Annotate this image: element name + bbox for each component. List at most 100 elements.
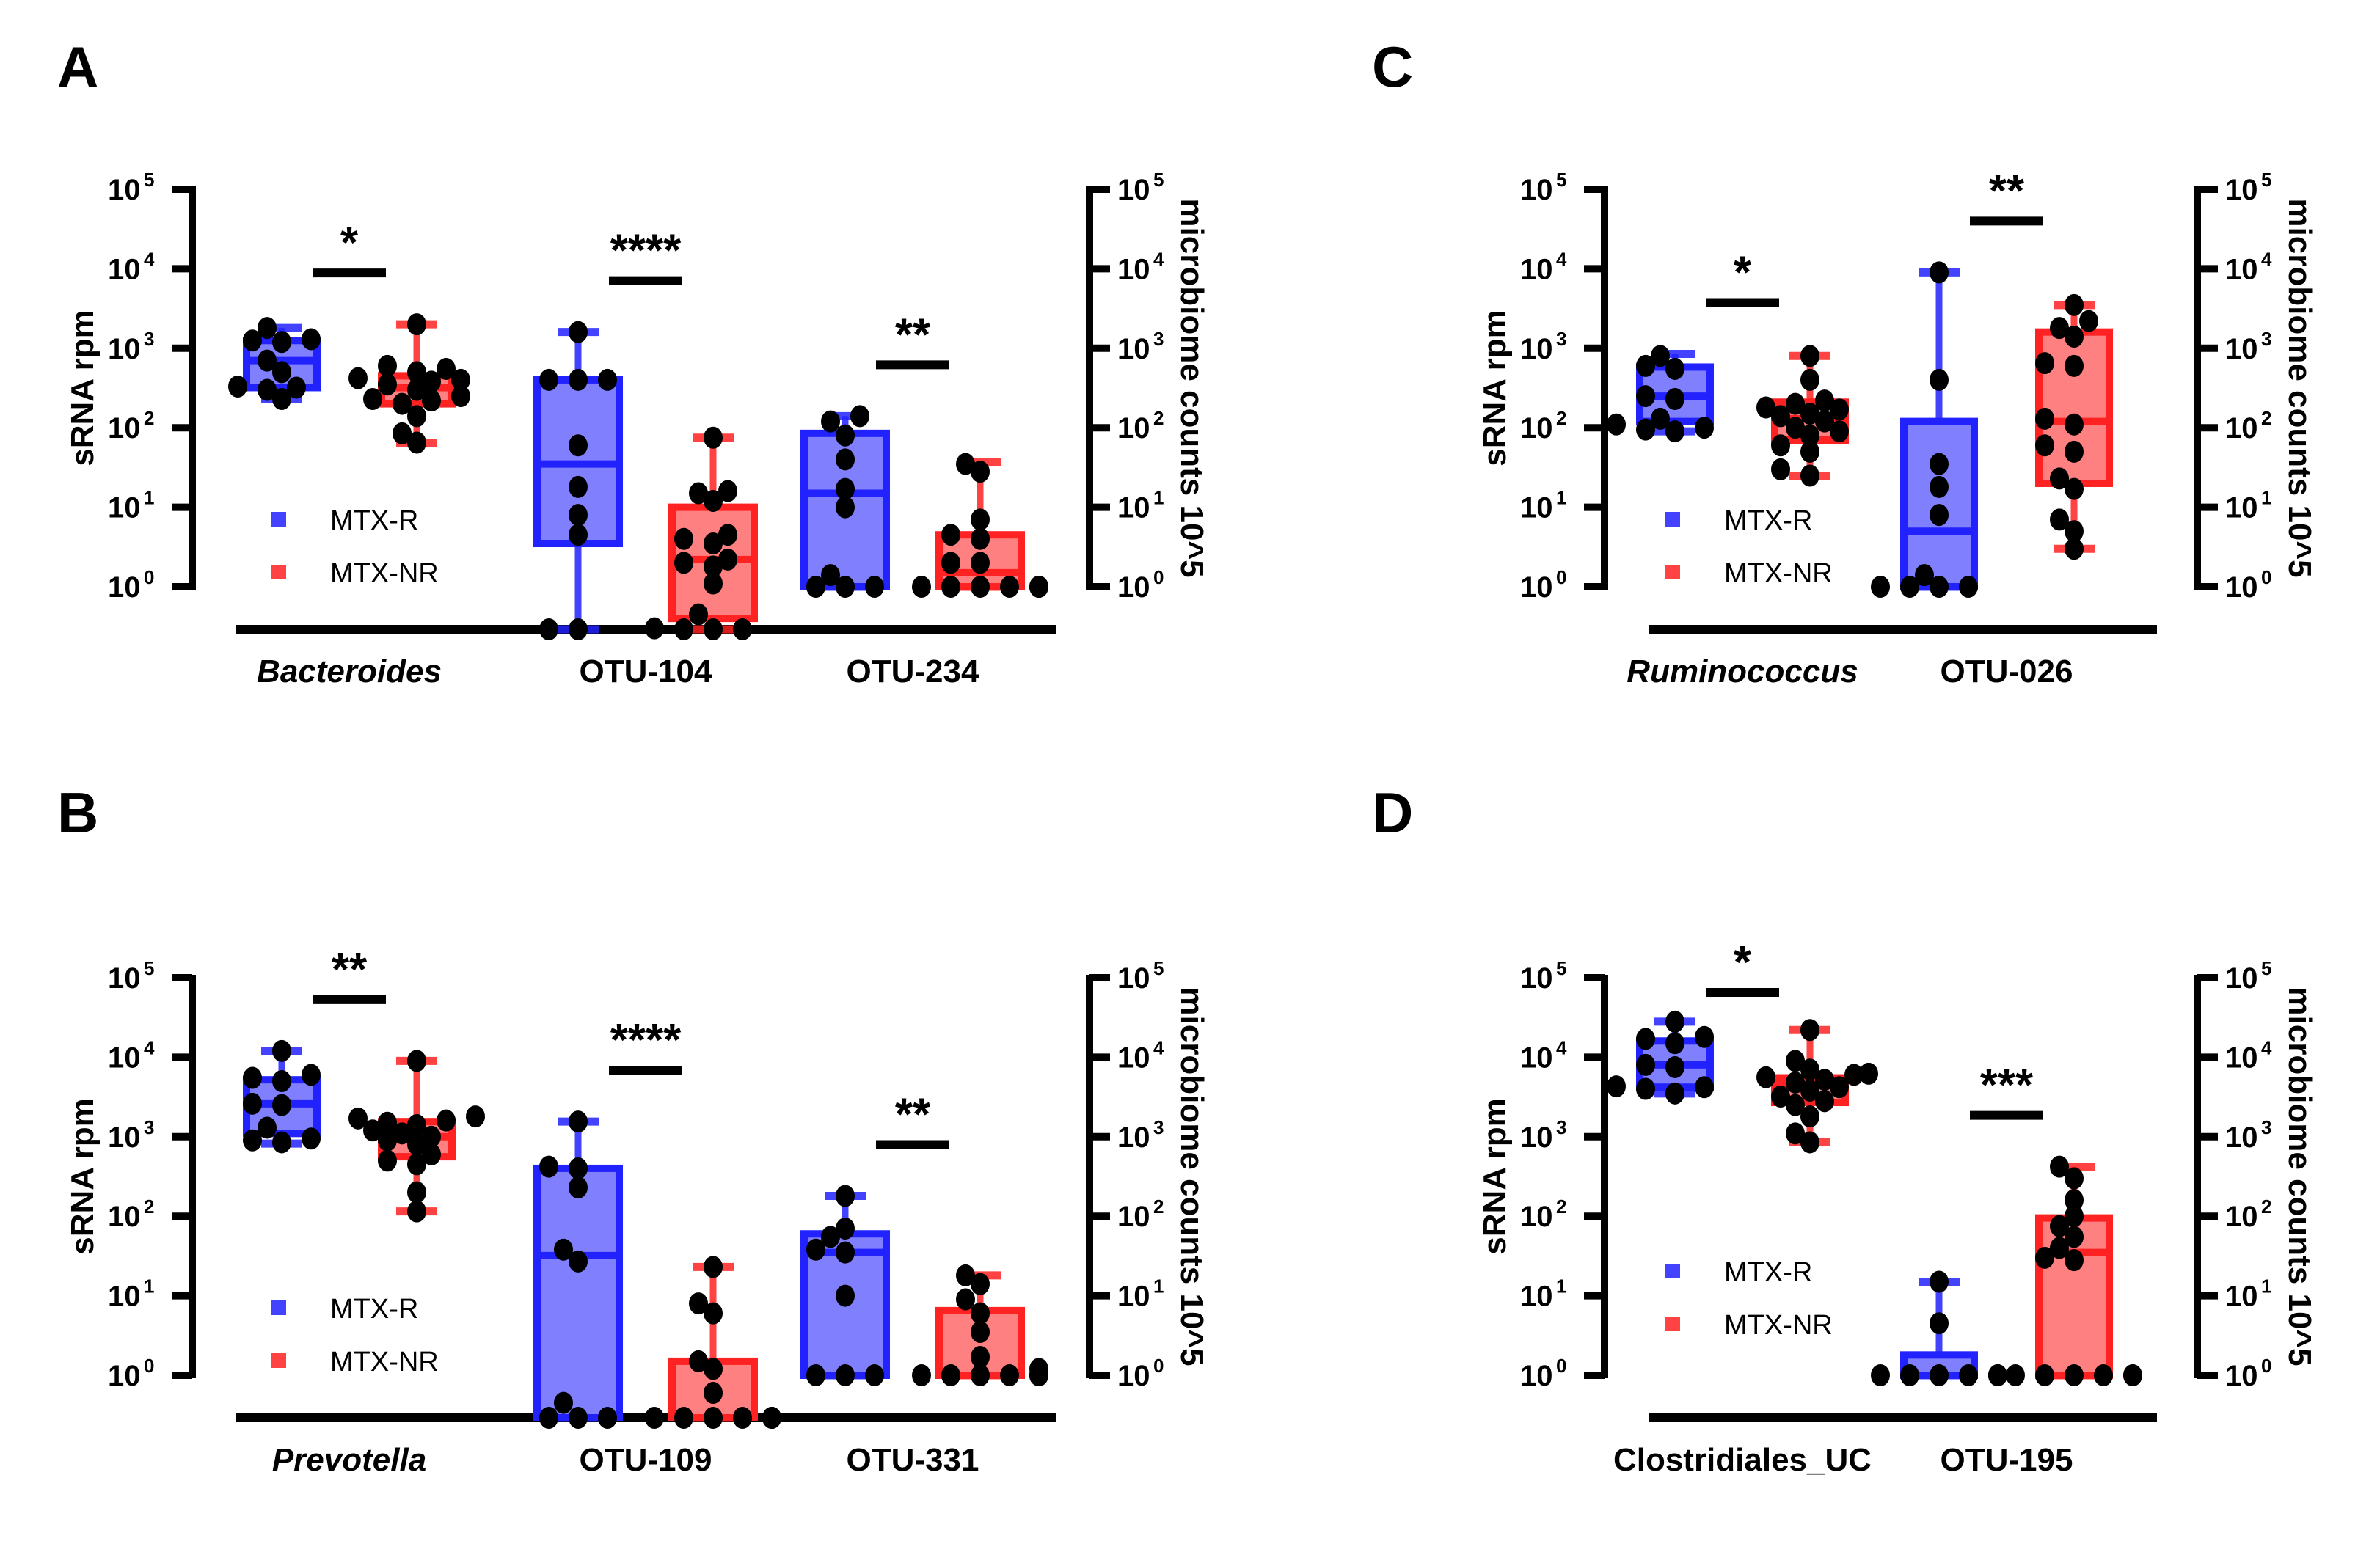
data-point [1815,1090,1834,1113]
data-point [1665,1082,1684,1105]
left-y-tick-label: 10 [1520,333,1553,365]
left-y-tick-label: 10 [108,1121,141,1154]
panel-letter: D [1372,780,1413,845]
data-point [971,552,990,574]
data-point [1636,418,1655,441]
data-point [971,1273,990,1295]
data-point [718,480,737,502]
data-point [1815,389,1834,412]
box-group-nr [912,453,1048,598]
box-group-r [533,321,623,640]
data-point [569,475,588,498]
right-y-tick-exponent: 1 [1153,1275,1164,1297]
left-y-axis-title: sRNA rpm [1477,1098,1513,1255]
left-y-tick-label: 10 [1520,1121,1553,1154]
right-y-tick-exponent: 5 [2261,169,2271,191]
data-point [1830,1076,1849,1099]
data-point [422,370,441,393]
significance-label: * [1734,937,1752,988]
data-point [1930,368,1949,391]
left-y-tick-label: 10 [1520,571,1553,604]
right-y-tick-exponent: 4 [2261,248,2272,270]
left-y-tick-label: 10 [108,1201,141,1233]
right-y-tick-label: 10 [2225,253,2258,285]
left-y-tick-label: 10 [108,333,141,365]
data-point [287,376,306,399]
data-point [836,1364,855,1386]
data-point [1915,564,1934,587]
left-y-tick-label: 10 [1520,1360,1553,1392]
data-point [704,555,723,578]
right-y-tick-exponent: 4 [1153,1036,1164,1058]
left-y-tick-exponent: 4 [1556,248,1567,270]
data-point [1959,1364,1978,1386]
data-point [865,1364,884,1386]
left-y-tick-label: 10 [108,1281,141,1313]
data-point [1756,1066,1775,1088]
box-group-r [533,1110,623,1429]
data-point [1930,504,1949,527]
data-point [1871,576,1890,598]
data-point [378,1149,397,1172]
data-point [850,405,869,428]
data-point [2079,310,2098,332]
data-point [272,361,291,384]
data-point [272,1039,291,1062]
data-point [2094,1364,2113,1386]
data-point [1800,464,1819,487]
significance-label: **** [610,1015,682,1066]
data-point [569,1407,588,1429]
data-point [2050,317,2069,340]
left-y-tick-exponent: 5 [1556,169,1566,191]
data-point [836,424,855,447]
left-y-tick-exponent: 0 [144,566,154,588]
data-point [1786,392,1805,415]
data-point [2035,1364,2054,1386]
box-group-r [800,1185,890,1386]
data-point [674,552,693,574]
right-y-tick-exponent: 3 [1153,328,1164,350]
data-point [1800,1105,1819,1128]
data-point [971,527,990,550]
data-point [956,453,975,475]
data-point [437,357,456,380]
right-y-tick-exponent: 0 [2261,1355,2271,1377]
data-point [1636,1077,1655,1100]
box-group-r [1607,1010,1714,1105]
category-label: OTU-331 [847,1442,979,1478]
right-y-tick-label: 10 [1117,1042,1150,1074]
legend-label: MTX-R [330,505,418,536]
data-point [704,1302,723,1325]
legend-label: MTX-R [1724,505,1812,536]
data-point [704,572,723,595]
data-point [1786,1050,1805,1072]
data-point [689,1292,708,1315]
data-point [407,1200,426,1223]
legend-swatch-nr [1665,1317,1680,1331]
right-y-tick-label: 10 [1117,412,1150,444]
significance-label: * [1734,247,1752,298]
left-y-tick-exponent: 2 [144,1196,154,1218]
data-point [1800,1058,1819,1081]
right-y-tick-exponent: 2 [1153,407,1164,429]
data-point [2035,407,2054,430]
data-point [806,576,825,598]
data-point [1695,417,1714,439]
box-group-r [1871,1270,2007,1386]
data-point [2035,352,2054,375]
left-y-tick-exponent: 4 [144,1036,155,1058]
left-y-tick-exponent: 0 [1556,566,1566,588]
right-y-tick-exponent: 0 [2261,566,2271,588]
box-group-nr [2006,1155,2142,1386]
data-point [645,617,664,640]
right-y-tick-exponent: 0 [1153,1355,1164,1377]
data-point [956,1264,975,1286]
data-point [912,576,931,598]
data-point [348,1107,368,1130]
data-point [836,1241,855,1264]
data-point [1959,576,1978,598]
category-label: OTU-109 [580,1442,712,1478]
left-y-tick-exponent: 0 [1556,1355,1566,1377]
right-y-tick-exponent: 5 [1153,957,1164,979]
right-y-tick-label: 10 [1117,253,1150,285]
